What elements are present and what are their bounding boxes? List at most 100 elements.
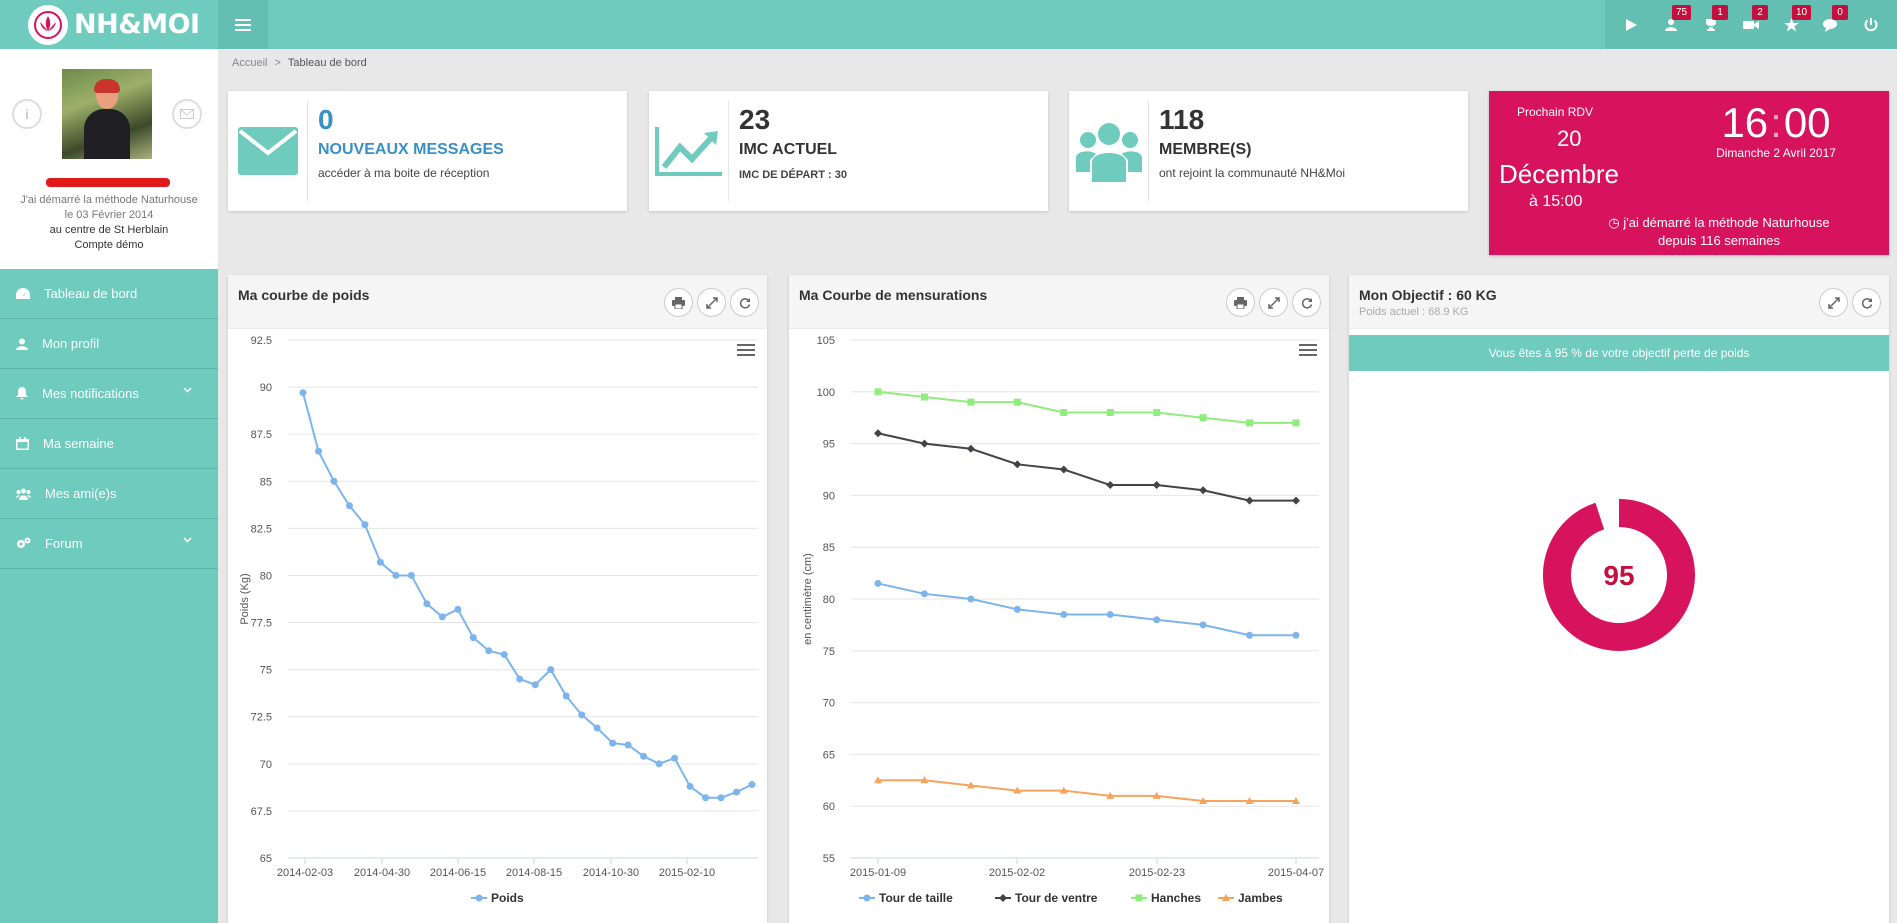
data-point <box>874 388 882 396</box>
sidebar-item-notifications[interactable]: Mes notifications <box>0 369 218 419</box>
goal-gauge-arc <box>1543 499 1695 651</box>
rdv-day: 20 <box>1557 126 1582 151</box>
trophy-button[interactable]: 1 <box>1691 0 1731 49</box>
refresh-button[interactable] <box>1292 288 1321 317</box>
video-badge: 2 <box>1752 5 1768 20</box>
measurements-panel-tools <box>1226 288 1321 317</box>
info-button[interactable]: i <box>12 99 42 129</box>
expand-button[interactable] <box>1259 288 1288 317</box>
sidebar-item-profile[interactable]: Mon profil <box>0 319 218 369</box>
expand-button[interactable] <box>697 288 726 317</box>
goal-panel-tools <box>1819 288 1881 317</box>
users-badge: 75 <box>1672 5 1692 20</box>
menu-toggle-button[interactable] <box>218 0 268 49</box>
video-button[interactable]: 2 <box>1731 0 1771 49</box>
data-point <box>1199 414 1207 422</box>
refresh-button[interactable] <box>730 288 759 317</box>
messages-card[interactable]: 0 NOUVEAUX MESSAGES accéder à ma boite d… <box>228 91 627 211</box>
hamburger-icon <box>235 18 251 31</box>
clock-minutes: 00 <box>1783 99 1831 146</box>
data-point <box>392 571 400 579</box>
sidebar-item-label: Mon profil <box>42 336 100 351</box>
data-point <box>920 590 928 598</box>
series-line <box>878 779 1296 803</box>
mail-button[interactable] <box>172 99 202 129</box>
clock: 16:00 <box>1703 99 1849 147</box>
goal-gauge: 95 <box>1543 499 1695 651</box>
messages-count: 0 <box>318 104 334 135</box>
rdv-title: Prochain RDV <box>1517 105 1594 119</box>
data-point <box>1246 631 1254 639</box>
current-date: Dimanche 2 Avril 2017 <box>1716 146 1836 160</box>
users-button[interactable]: 75 <box>1651 0 1692 49</box>
y-tick-label: 72.5 <box>251 712 272 724</box>
imc-label: IMC ACTUEL <box>739 141 838 158</box>
data-point <box>1059 786 1068 794</box>
print-button[interactable] <box>1226 288 1255 317</box>
y-tick-label: 100 <box>817 387 835 399</box>
cogs-icon <box>17 537 31 548</box>
data-point <box>655 760 663 768</box>
avatar[interactable] <box>62 69 152 159</box>
refresh-button[interactable] <box>1852 288 1881 317</box>
chart-menu-button[interactable] <box>737 344 755 358</box>
comments-button[interactable]: 0 <box>1811 0 1851 49</box>
profile-line-4: Compte démo <box>74 239 144 251</box>
data-point <box>361 521 369 529</box>
video-icon <box>1743 20 1759 29</box>
sidebar-item-dashboard[interactable]: Tableau de bord <box>0 269 218 319</box>
data-point <box>1153 616 1161 624</box>
sidebar: i J'ai démarré la méthode Naturhouse le … <box>0 49 218 923</box>
y-tick-label: 65 <box>823 749 835 761</box>
refresh-icon <box>1861 297 1872 309</box>
power-icon <box>1864 17 1878 31</box>
breadcrumb-current: Tableau de bord <box>287 57 367 69</box>
breadcrumb-separator: > <box>274 57 281 69</box>
data-point <box>1246 419 1254 427</box>
sidebar-item-week[interactable]: Ma semaine <box>0 419 218 469</box>
power-button[interactable] <box>1851 0 1891 49</box>
sidebar-item-forum[interactable]: Forum <box>0 519 218 569</box>
data-point <box>314 447 322 455</box>
goal-panel-subtitle: Poids actuel : 68.9 KG <box>1359 306 1469 318</box>
print-button[interactable] <box>664 288 693 317</box>
chart-menu-button[interactable] <box>1299 344 1317 358</box>
data-point <box>966 444 975 453</box>
x-tick-label: 2014-10-30 <box>583 867 639 879</box>
data-point <box>516 675 524 683</box>
legend-label: Tour de ventre <box>1015 891 1098 905</box>
clock-hours: 16 <box>1721 99 1769 146</box>
goal-panel-title: Mon Objectif : 60 KG <box>1359 287 1497 303</box>
expand-icon <box>705 296 718 309</box>
play-button[interactable] <box>1611 0 1651 49</box>
legend-label: Hanches <box>1151 891 1201 905</box>
y-axis-title: Poids (Kg) <box>239 573 251 624</box>
y-tick-label: 75 <box>260 665 272 677</box>
data-point <box>1060 611 1068 619</box>
logo[interactable]: NH&MOI <box>0 0 218 49</box>
data-point <box>593 724 601 732</box>
expand-button[interactable] <box>1819 288 1848 317</box>
imc-value: 23 <box>739 104 771 135</box>
series-line <box>877 582 1296 637</box>
x-tick-label: 2014-02-03 <box>277 867 333 879</box>
data-point <box>1152 481 1161 490</box>
weight-panel-header: Ma courbe de poids <box>228 275 767 329</box>
y-tick-label: 75 <box>823 646 835 658</box>
y-tick-label: 95 <box>823 439 835 451</box>
messages-link[interactable]: accéder à ma boite de réception <box>318 166 490 180</box>
star-button[interactable]: 10 <box>1771 0 1812 49</box>
rdv-note-line-2: depuis 116 semaines <box>1658 233 1780 248</box>
data-point <box>609 739 617 747</box>
x-tick-label: 2014-08-15 <box>506 867 562 879</box>
members-count: 118 <box>1159 104 1205 135</box>
lotus-logo-icon <box>28 4 68 45</box>
goal-panel: Mon Objectif : 60 KG Poids actuel : 68.9… <box>1349 275 1889 923</box>
chevron-down-icon <box>183 387 192 393</box>
sidebar-item-friends[interactable]: Mes ami(e)s <box>0 469 218 519</box>
y-tick-label: 65 <box>260 853 272 865</box>
series-line <box>302 392 753 799</box>
x-tick-label: 2015-02-23 <box>1129 867 1185 879</box>
breadcrumb-home-link[interactable]: Accueil <box>232 57 268 69</box>
trophy-icon <box>1706 18 1716 31</box>
